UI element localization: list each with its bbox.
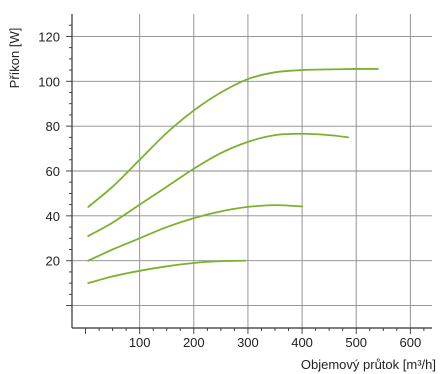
x-tick-label: 500 bbox=[345, 335, 367, 350]
series-line-4 bbox=[87, 259, 247, 285]
x-tick-label: 400 bbox=[291, 335, 313, 350]
x-tick-label: 200 bbox=[183, 335, 205, 350]
y-tick-label: 40 bbox=[46, 209, 60, 224]
series-lines bbox=[87, 68, 379, 285]
series-line-2 bbox=[87, 132, 349, 237]
y-axis-title: Příkon [W] bbox=[7, 28, 22, 89]
x-tick-label: 300 bbox=[237, 335, 259, 350]
y-tick-label: 120 bbox=[38, 29, 60, 44]
x-tick-label: 100 bbox=[129, 335, 151, 350]
y-tick-label: 100 bbox=[38, 74, 60, 89]
x-axis-title: Objemový průtok [m³/h] bbox=[301, 357, 436, 372]
tick-labels: 20 40 60 80 100 120 100 200 300 400 500 600 bbox=[38, 29, 421, 350]
axes bbox=[66, 14, 432, 334]
series-line-1 bbox=[87, 68, 379, 208]
y-tick-label: 80 bbox=[46, 119, 60, 134]
y-tick-label: 60 bbox=[46, 164, 60, 179]
series-line-3 bbox=[87, 204, 303, 262]
y-tick-label: 20 bbox=[46, 254, 60, 269]
grid bbox=[72, 14, 432, 328]
x-tick-label: 600 bbox=[399, 335, 421, 350]
